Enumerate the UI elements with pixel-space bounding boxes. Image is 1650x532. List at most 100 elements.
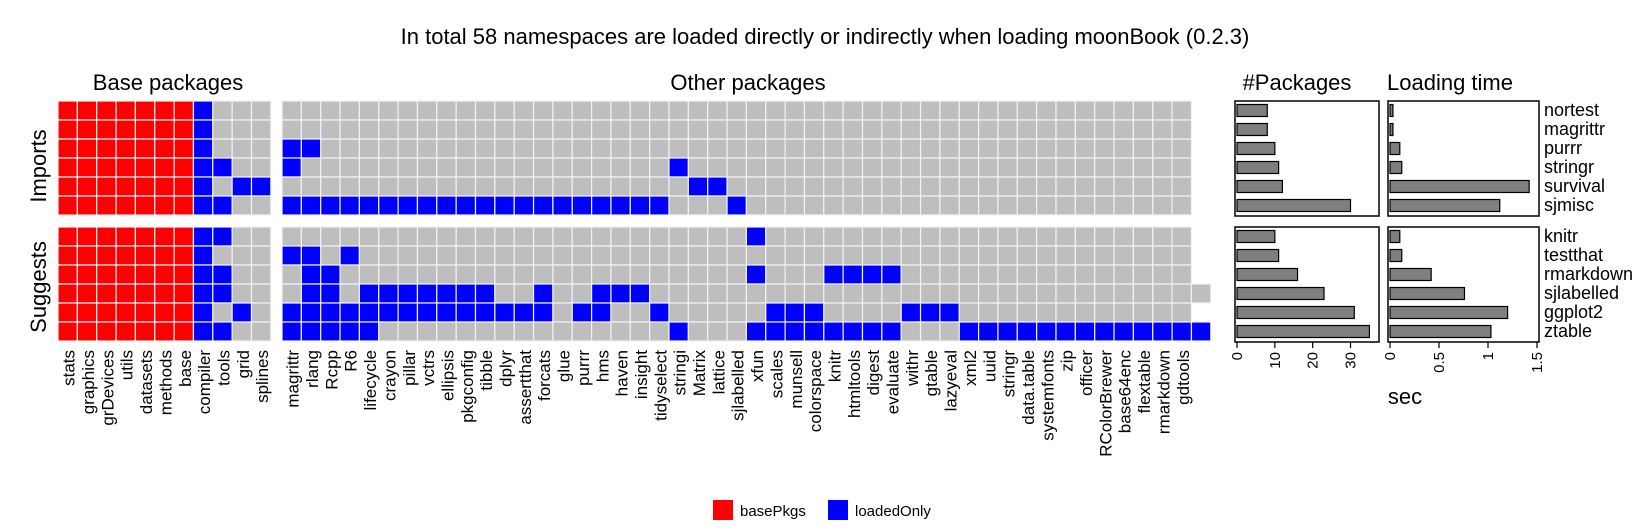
heatmap-cell-other-testthat-haven [610,245,631,266]
heatmap-cell-other-sjmisc-crayon [378,195,399,216]
heatmap-cell-other-stringr-withr [900,157,922,178]
heatmap-cell-other-ggplot2-lifecycle [358,302,380,323]
heatmap-cell-other-ggplot2-crayon [378,302,399,323]
heatmap-cell-other-survival-ellipsis [436,176,457,197]
heatmap-cell-other-sjmisc-hms [590,195,612,216]
heatmap-cell-other-rmarkdown-tibble [474,264,496,285]
heatmap-cell-other-stringr-magrittr [281,157,302,178]
heatmap-cell-base-magrittr-base [173,119,195,140]
heatmap-cell-base-survival-tools [212,176,233,197]
heatmap-cell-other-survival-tibble [474,176,496,197]
column-label-base-tools: tools [215,350,234,386]
heatmap-cell-other-magrittr-insight [629,119,651,140]
column-label-other-R6: R6 [342,350,361,372]
heatmap-cell-other-rmarkdown-flextable [1132,264,1154,285]
panel-title-base: Base packages [93,70,243,95]
heatmap-cell-other-magrittr-munsell [784,119,806,140]
heatmap-cell-other-survival-tidyselect [649,176,670,197]
column-label-other-base64enc: base64enc [1116,350,1135,434]
heatmap-cell-base-magrittr-utils [115,119,137,140]
heatmap-cell-other-magrittr-digest [861,119,883,140]
heatmap-cell-other-testthat-htmltools [842,245,864,266]
heatmap-cell-other-testthat-sjlabelled [726,245,747,266]
heatmap-cell-other-knitr-rmarkdown [1152,226,1173,247]
legend-swatch-loadedonly [828,500,848,520]
heatmap-cell-other-purrr-glue [552,138,573,159]
heatmap-cell-base-sjmisc-splines [250,195,272,216]
row-label-purrr: purrr [1544,138,1582,158]
heatmap-cell-other-ggplot2-magrittr [281,302,302,323]
heatmap-cell-other-sjlabelled-rlang [300,283,322,304]
heatmap-cell-other-nortest-officer [1074,100,1096,121]
heatmap-cell-other-knitr-lazyeval [939,226,960,247]
heatmap-cell-other-magrittr-purrr [571,119,593,140]
heatmap-cell-base-nortest-base [173,100,195,121]
heatmap-cell-other-sjlabelled-ellipsis [436,283,457,304]
heatmap-cell-other-ggplot2-sjlabelled [726,302,747,323]
heatmap-cell-other-magrittr-sjlabelled [726,119,747,140]
heatmap-cell-base-sjlabelled-graphics [76,283,98,304]
heatmap-cell-other-ggplot2-Rcpp [320,302,341,323]
heatmap-cell-other-magrittr-hms [590,119,612,140]
row-label-survival: survival [1544,176,1605,196]
heatmap-cell-other-nortest-magrittr [281,100,302,121]
heatmap-cell-other-ztable-assertthat [513,321,535,342]
heatmap-cell-base-stringr-methods [154,157,175,178]
heatmap-cell-other-survival-Matrix [687,176,709,197]
heatmap-cell-base-survival-grDevices [96,176,117,197]
heatmap-cell-other-magrittr-stringr [997,119,1018,140]
heatmap-cell-other-rmarkdown-withr [900,264,922,285]
column-label-base-datasets: datasets [137,350,156,414]
heatmap-cell-other-knitr-Rcpp [320,226,341,247]
heatmap-cell-other-testthat-scales [765,245,786,266]
heatmap-cell-base-ztable-base [173,321,195,342]
column-label-other-Matrix: Matrix [690,350,709,397]
heatmap-cell-other-sjmisc-gdtools [1171,195,1193,216]
heatmap-cell-base-sjmisc-compiler [192,195,214,216]
heatmap-cell-base-sjlabelled-methods [154,283,175,304]
heatmap-cell-other-knitr-gdtools [1171,226,1193,247]
heatmap-cell-other-testthat-forcats [532,245,554,266]
column-label-other-xfun: xfun [748,350,767,382]
column-label-other-data.table: data.table [1019,350,1038,425]
row-label-sjlabelled: sjlabelled [1544,283,1619,303]
heatmap-cell-other-ggplot2-withr [900,302,922,323]
loading-time-bar-panel: 0 0.5 1 1.5 [1382,100,1546,373]
heatmap-cell-other-purrr-magrittr [281,138,302,159]
heatmap-cell-base-sjlabelled-grDevices [96,283,117,304]
heatmap-cell-base-purrr-stats [57,138,78,159]
heatmap-cell-other-rmarkdown-munsell [784,264,806,285]
heatmap-cell-other-ztable-hms [590,321,612,342]
heatmap-cell-other-knitr-sjlabelled [726,226,747,247]
heatmap-cell-other-sjmisc-dplyr [494,195,515,216]
heatmap-cell-other-nortest-withr [900,100,922,121]
heatmap-cell-other-rmarkdown-crayon [378,264,399,285]
heatmap-cell-other-nortest-rmarkdown [1152,100,1173,121]
heatmap-cell-other-sjlabelled-withr [900,283,922,304]
heatmap-cell-other-rmarkdown-R6 [339,264,360,285]
heatmap-cell-other-sjlabelled-forcats [532,283,554,304]
heatmap-cell-other-purrr-lifecycle [358,138,380,159]
heatmap-cell-other-magrittr-assertthat [513,119,535,140]
heatmap-cell-base-rmarkdown-base [173,264,195,285]
heatmap-cell-base-testthat-datasets [134,245,156,266]
heatmap-cell-other-sjlabelled-knitr [823,283,844,304]
heatmap-cell-other-testthat-rmarkdown [1152,245,1173,266]
heatmap-cell-other-survival-stringi [668,176,689,197]
heatmap-cell-other-nortest-evaluate [881,100,902,121]
heatmap-cell-other-purrr-xml2 [958,138,980,159]
heatmap-cell-base-sjlabelled-datasets [134,283,156,304]
heatmap-cell-other-survival-forcats [532,176,554,197]
heatmap-cell-other-sjlabelled-pillar [397,283,419,304]
heatmap-cell-base-nortest-grid [231,100,253,121]
heatmap-cell-other-ztable-insight [629,321,651,342]
heatmap-cell-base-nortest-methods [154,100,175,121]
heatmap-cell-other-magrittr-haven [610,119,631,140]
heatmap-cell-other-stringr-zip [1055,157,1076,178]
heatmap-cell-other-testthat-crayon [378,245,399,266]
heatmap-cell-other-magrittr-xfun [745,119,767,140]
heatmap-cell-other-nortest-gdtools [1171,100,1193,121]
heatmap-cell-other-survival-hms [590,176,612,197]
heatmap-cell-other-ggplot2-colorspace [803,302,825,323]
column-label-other-flextable: flextable [1135,350,1154,413]
